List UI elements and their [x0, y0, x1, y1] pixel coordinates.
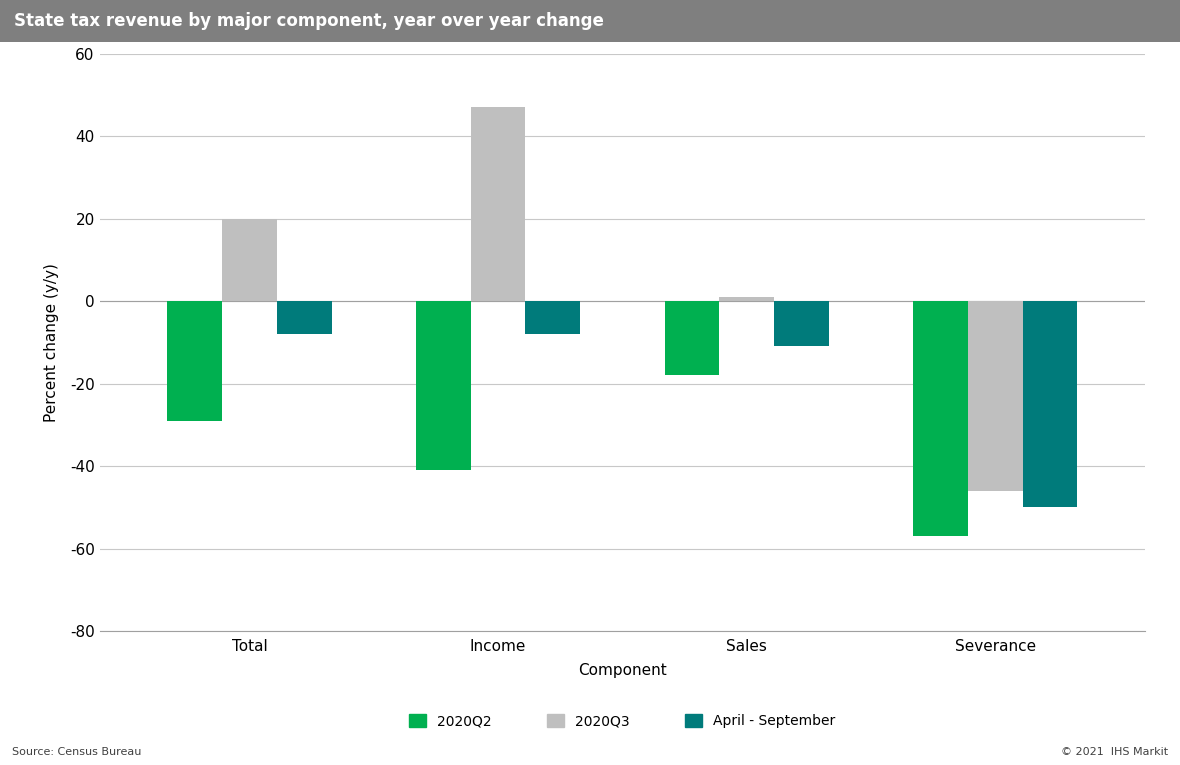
Bar [277, 301, 332, 334]
Text: © 2021  IHS Markit: © 2021 IHS Markit [1061, 747, 1168, 757]
X-axis label: Component: Component [578, 662, 667, 678]
Bar [774, 301, 828, 347]
Bar [664, 301, 720, 376]
Bar [222, 219, 277, 301]
Bar [168, 301, 222, 421]
Bar [525, 301, 581, 334]
Y-axis label: Percent change (y/y): Percent change (y/y) [44, 263, 59, 422]
Bar [913, 301, 968, 536]
Bar [417, 301, 471, 470]
Bar [471, 107, 525, 301]
Text: State tax revenue by major component, year over year change: State tax revenue by major component, ye… [14, 12, 604, 30]
Bar [720, 297, 774, 301]
Bar [968, 301, 1023, 491]
Legend: 2020Q2, 2020Q3, April - September: 2020Q2, 2020Q3, April - September [405, 710, 840, 733]
Text: Source: Census Bureau: Source: Census Bureau [12, 747, 142, 757]
Bar [1023, 301, 1077, 507]
